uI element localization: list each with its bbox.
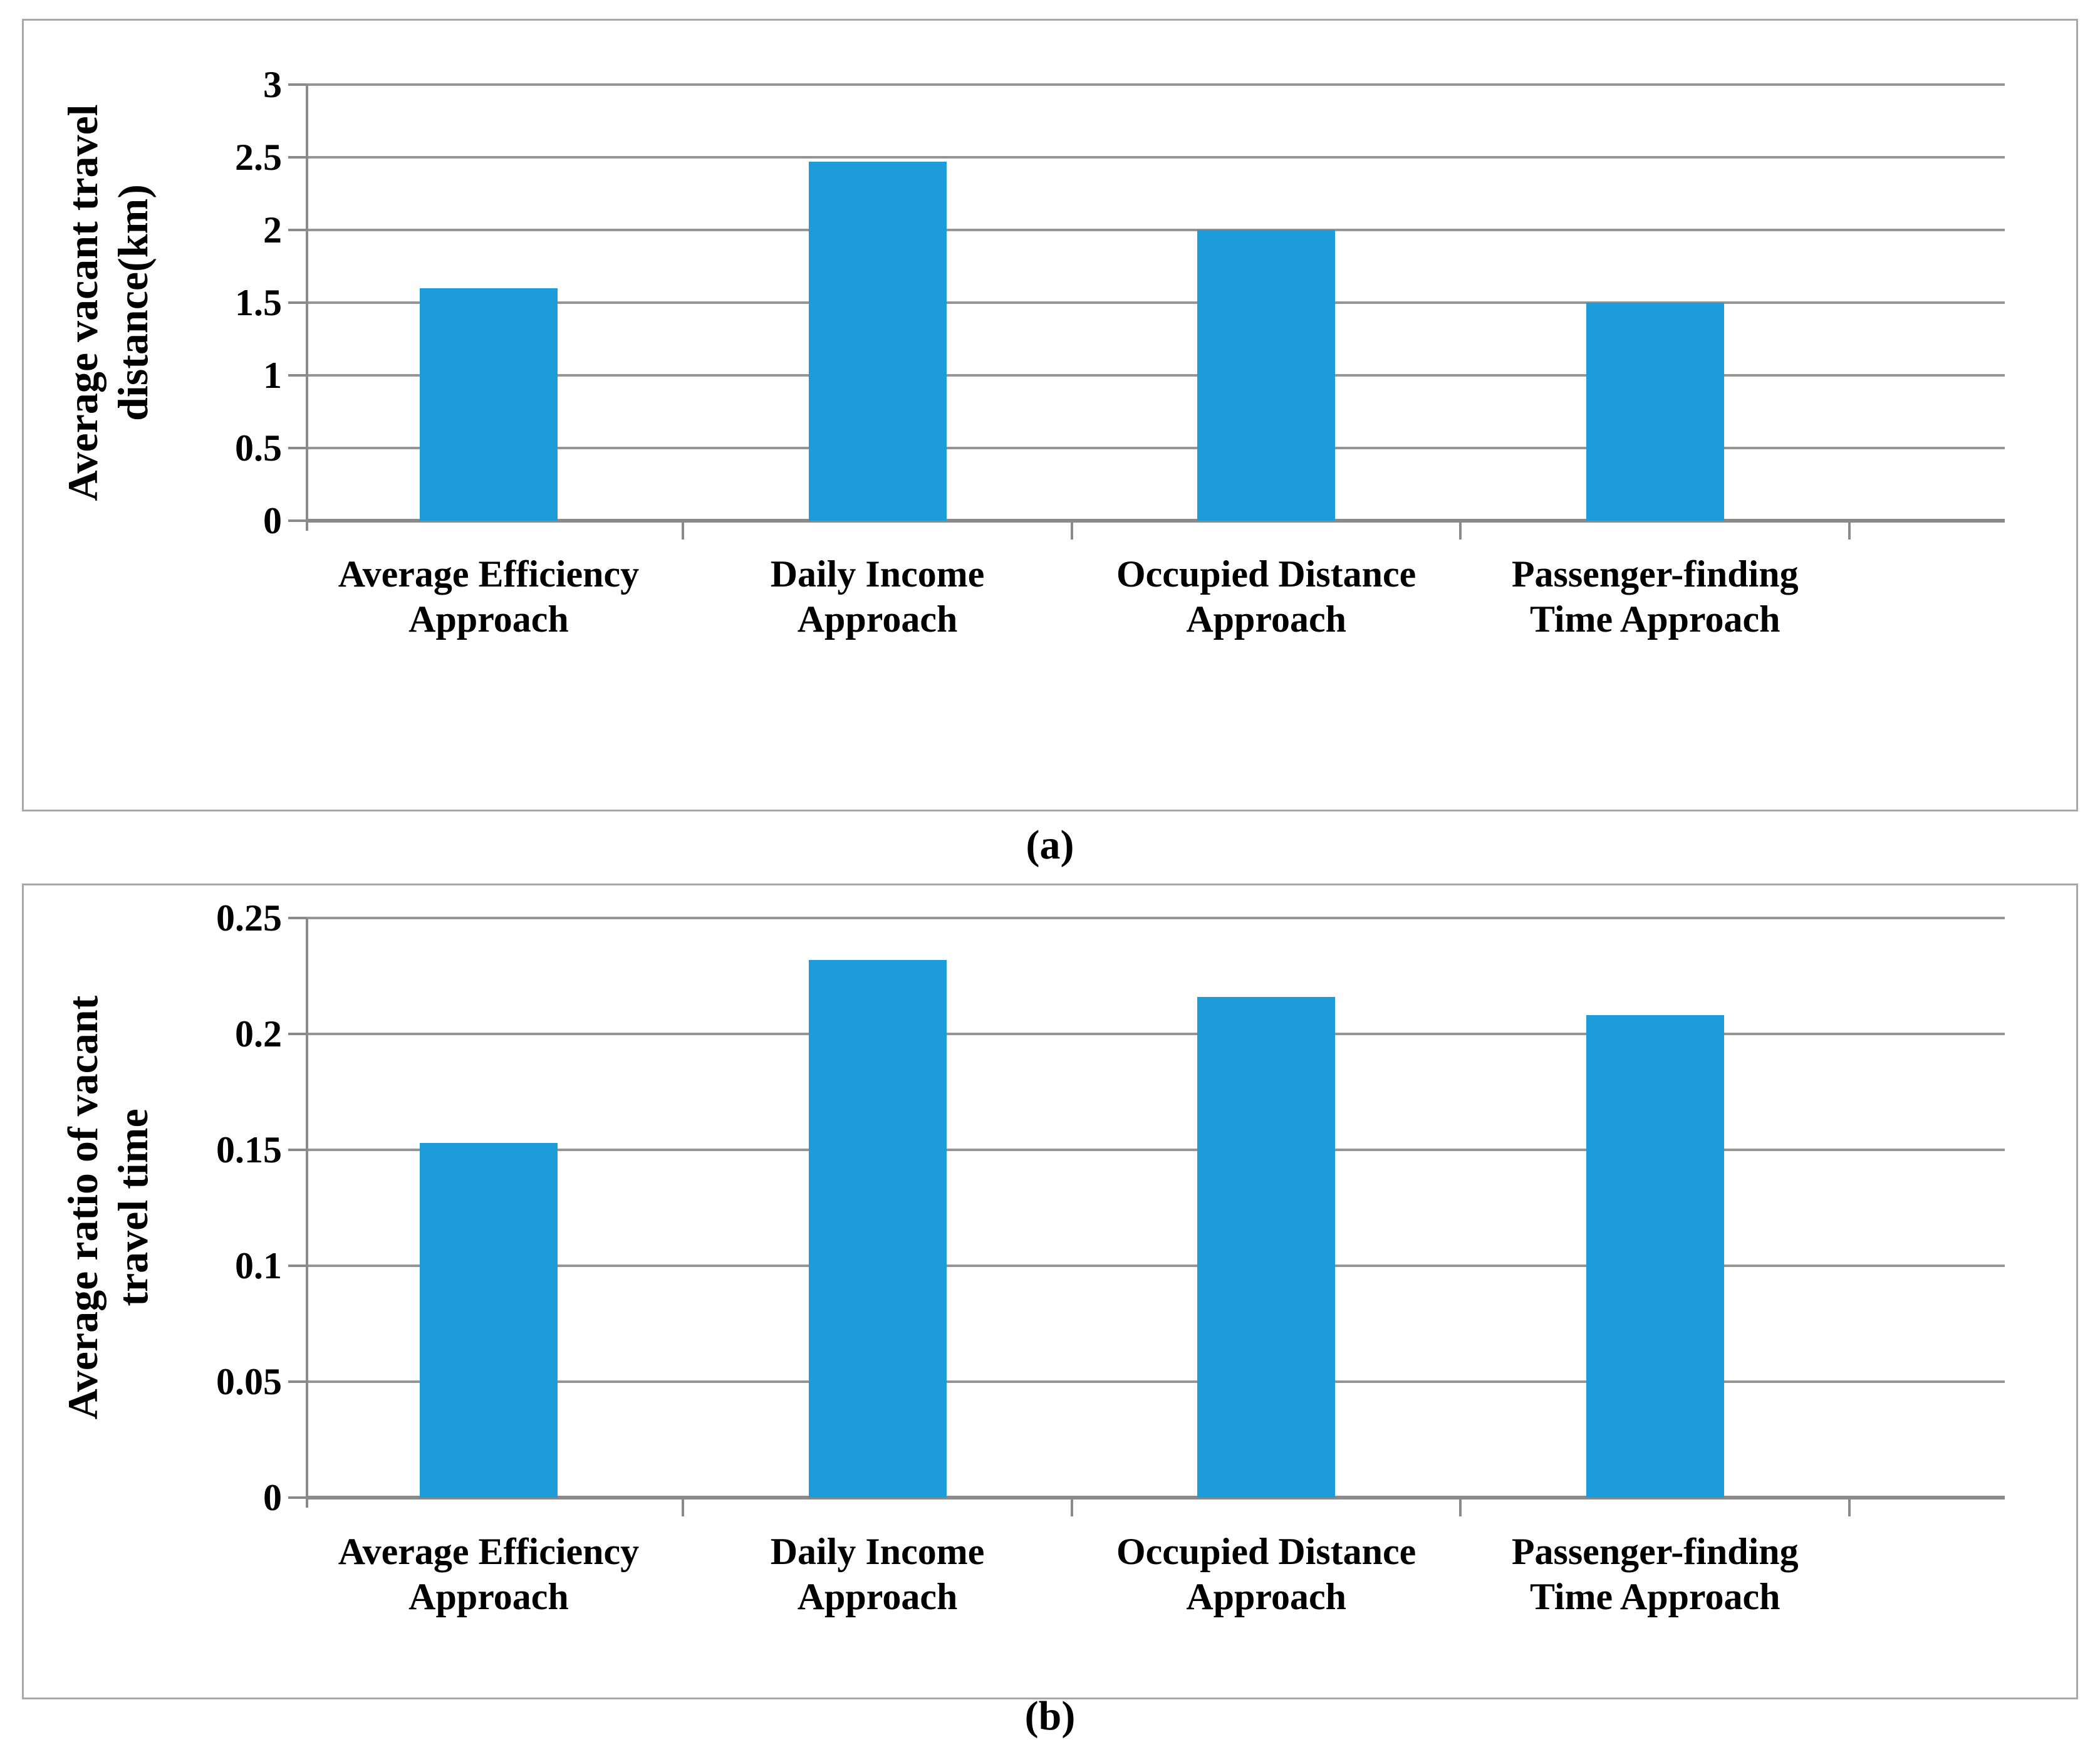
y-tick-mark-0.05 xyxy=(288,1380,307,1383)
category-label-line: Approach xyxy=(408,1576,569,1617)
category-label-line: Time Approach xyxy=(1529,1576,1780,1617)
y-tick-label-3: 3 xyxy=(263,64,282,105)
gridline-0.1 xyxy=(307,1265,2005,1267)
panel-b-y-axis-title-line1: Average ratio of vacant xyxy=(59,995,107,1420)
category-label-line: Approach xyxy=(1186,1576,1346,1617)
panel-b-box xyxy=(22,884,2078,1699)
bar-daily-income-approach xyxy=(808,960,947,1498)
panel-a-y-axis-title-line1: Average vacant travel xyxy=(59,104,107,501)
category-label-passenger-finding-time-approach: Passenger-finding Time Approach xyxy=(1512,551,1799,642)
y-tick-label-2: 2 xyxy=(263,209,282,251)
gridline-0.15 xyxy=(307,1149,2005,1151)
y-tick-mark-0.2 xyxy=(288,1033,307,1035)
bar-occupied-distance-approach xyxy=(1197,230,1336,521)
bar-average-efficiency-approach xyxy=(419,1143,558,1498)
y-tick-mark-0 xyxy=(288,519,307,522)
category-label-line: Approach xyxy=(797,598,958,640)
x-axis-tick-mark xyxy=(1848,521,1851,540)
y-axis-line xyxy=(306,85,308,531)
y-tick-label-0: 0 xyxy=(263,500,282,541)
category-label-line: Passenger-finding xyxy=(1511,1531,1799,1572)
y-tick-label-1: 1 xyxy=(263,355,282,396)
category-label-line: Approach xyxy=(408,598,569,640)
category-label-line: Occupied Distance xyxy=(1116,1531,1416,1572)
category-label-line: Average Efficiency xyxy=(338,553,640,595)
y-tick-label-2.5: 2.5 xyxy=(235,137,282,178)
bar-average-efficiency-approach xyxy=(419,288,558,521)
panel-a-caption: (a) xyxy=(1026,822,1074,868)
gridline-0 xyxy=(307,1496,2005,1499)
category-label-occupied-distance-approach: Occupied Distance Approach xyxy=(1116,551,1416,642)
x-axis-tick-mark xyxy=(1848,1498,1851,1516)
bar-daily-income-approach xyxy=(808,162,947,521)
x-axis-tick-mark xyxy=(682,521,685,540)
category-label-line: Approach xyxy=(797,1576,958,1617)
y-tick-mark-0.25 xyxy=(288,917,307,919)
y-tick-mark-3 xyxy=(288,83,307,86)
category-label-average-efficiency-approach: Average Efficiency Approach xyxy=(338,551,639,642)
panel-a-y-axis-title: Average vacant travel distance(km) xyxy=(58,104,158,501)
y-tick-label-0.05: 0.05 xyxy=(216,1361,282,1402)
bar-passenger-finding-time-approach xyxy=(1586,1015,1724,1498)
y-tick-mark-0.15 xyxy=(288,1149,307,1151)
category-label-line: Daily Income xyxy=(770,553,985,595)
category-label-daily-income-approach: Daily Income Approach xyxy=(771,551,985,642)
gridline-0.25 xyxy=(307,917,2005,919)
gridline-1.5 xyxy=(307,301,2005,304)
gridline-0.2 xyxy=(307,1033,2005,1035)
gridline-0.05 xyxy=(307,1380,2005,1383)
panel-b-y-axis-title: Average ratio of vacant travel time xyxy=(58,996,158,1420)
panel-b-y-axis-title-line2: travel time xyxy=(109,1108,157,1306)
y-tick-mark-0.1 xyxy=(288,1265,307,1267)
y-tick-mark-0.5 xyxy=(288,447,307,449)
panel-a-box xyxy=(22,19,2078,811)
y-tick-label-0.15: 0.15 xyxy=(216,1129,282,1171)
gridline-2.5 xyxy=(307,156,2005,159)
gridline-1 xyxy=(307,374,2005,377)
category-label-average-efficiency-approach: Average Efficiency Approach xyxy=(338,1529,639,1619)
category-label-line: Occupied Distance xyxy=(1116,553,1416,595)
y-tick-mark-1 xyxy=(288,374,307,377)
category-label-line: Average Efficiency xyxy=(338,1531,640,1572)
panel-a-y-axis-title-line2: distance(km) xyxy=(109,184,157,421)
y-axis-line xyxy=(306,918,308,1508)
x-axis-tick-mark xyxy=(1459,521,1462,540)
y-tick-label-0.2: 0.2 xyxy=(235,1013,282,1055)
y-tick-label-1.5: 1.5 xyxy=(235,282,282,323)
x-axis-tick-mark xyxy=(1459,1498,1462,1516)
panel-b-caption: (b) xyxy=(1024,1693,1076,1739)
bar-occupied-distance-approach xyxy=(1197,997,1336,1498)
x-axis-tick-mark xyxy=(682,1498,685,1516)
category-label-line: Passenger-finding xyxy=(1511,553,1799,595)
y-tick-mark-1.5 xyxy=(288,301,307,304)
gridline-3 xyxy=(307,83,2005,86)
y-tick-label-0.1: 0.1 xyxy=(235,1245,282,1286)
x-axis-tick-mark xyxy=(1070,521,1073,540)
category-label-daily-income-approach: Daily Income Approach xyxy=(771,1529,985,1619)
y-tick-mark-2.5 xyxy=(288,156,307,159)
bar-passenger-finding-time-approach xyxy=(1586,303,1724,521)
gridline-2 xyxy=(307,229,2005,231)
category-label-line: Approach xyxy=(1186,598,1346,640)
category-label-line: Time Approach xyxy=(1529,598,1780,640)
y-tick-label-0.5: 0.5 xyxy=(235,427,282,469)
y-tick-mark-2 xyxy=(288,229,307,231)
y-tick-mark-0 xyxy=(288,1496,307,1499)
gridline-0.5 xyxy=(307,447,2005,449)
category-label-passenger-finding-time-approach: Passenger-finding Time Approach xyxy=(1512,1529,1799,1619)
y-tick-label-0.25: 0.25 xyxy=(216,897,282,939)
y-tick-label-0: 0 xyxy=(263,1477,282,1518)
category-label-line: Daily Income xyxy=(770,1531,985,1572)
x-axis-tick-mark xyxy=(1070,1498,1073,1516)
gridline-0 xyxy=(307,519,2005,523)
category-label-occupied-distance-approach: Occupied Distance Approach xyxy=(1116,1529,1416,1619)
